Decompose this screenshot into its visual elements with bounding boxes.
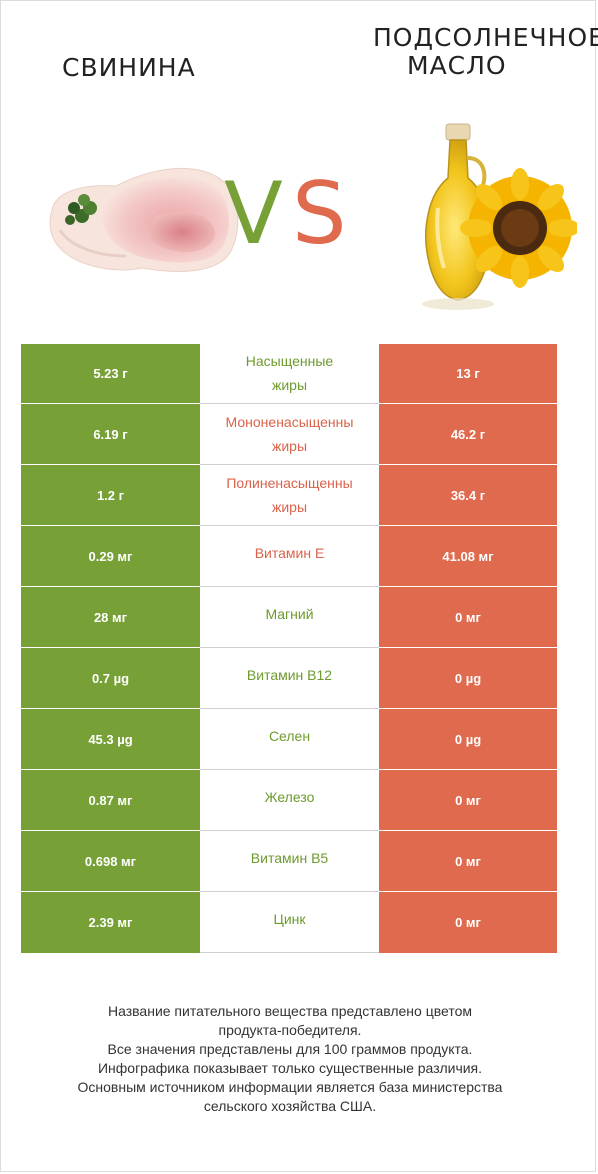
nutrient-name-cell: Витамин B12 xyxy=(200,647,379,709)
table-row: 2.39 мг Цинк 0 мг xyxy=(21,891,557,953)
right-product-title: ПОДСОЛНЕЧНОЕ МАСЛО xyxy=(373,24,598,80)
nutrient-name-cell: Витамин E xyxy=(200,525,379,587)
nutrient-name-cell: Полиненасыщенны жиры xyxy=(200,464,379,526)
footer-line: Инфографика показывает только существенн… xyxy=(97,1060,483,1076)
sunflower-oil-image xyxy=(412,118,580,318)
footer-line: продукта-победителя. xyxy=(218,1022,362,1038)
table-row: 0.29 мг Витамин E 41.08 мг xyxy=(21,525,557,587)
nutrient-name-cell: Селен xyxy=(200,708,379,770)
right-value-cell: 0 µg xyxy=(379,647,557,709)
table-row: 1.2 г Полиненасыщенны жиры 36.4 г xyxy=(21,464,557,526)
table-row: 0.698 мг Витамин B5 0 мг xyxy=(21,830,557,892)
table-row: 0.7 µg Витамин B12 0 µg xyxy=(21,647,557,709)
nutrient-name-line1: Железо xyxy=(264,789,315,805)
vs-letter-s: S xyxy=(292,164,347,264)
right-value-cell: 0 мг xyxy=(379,830,557,892)
table-row: 28 мг Магний 0 мг xyxy=(21,586,557,648)
right-value-cell: 41.08 мг xyxy=(379,525,557,587)
nutrient-name-cell: Цинк xyxy=(200,891,379,953)
nutrient-name-cell: Мононенасыщенны жиры xyxy=(200,403,379,465)
nutrient-name-cell: Железо xyxy=(200,769,379,831)
right-value-cell: 0 мг xyxy=(379,586,557,648)
nutrient-comparison-table: 5.23 г Насыщенные жиры 13 г 6.19 г Мононенасы… xyxy=(21,344,557,953)
right-title-line1: ПОДСОЛНЕЧНОЕ xyxy=(373,23,598,52)
nutrient-name-line1: Цинк xyxy=(273,911,306,927)
nutrient-name-line1: Селен xyxy=(268,728,311,744)
left-product-title: СВИНИНА xyxy=(62,53,196,82)
footer-line: Название питательного вещества представл… xyxy=(107,1003,473,1019)
right-value-cell: 46.2 г xyxy=(379,403,557,465)
nutrient-name-line1: Витамин B5 xyxy=(250,850,329,866)
nutrient-name-cell: Магний xyxy=(200,586,379,648)
table-row: 6.19 г Мононенасыщенны жиры 46.2 г xyxy=(21,403,557,465)
left-value-cell: 5.23 г xyxy=(21,344,200,404)
footer-line: сельского хозяйства США. xyxy=(203,1098,377,1114)
left-value-cell: 0.7 µg xyxy=(21,647,200,709)
right-value-cell: 0 µg xyxy=(379,708,557,770)
nutrient-name-cell: Витамин B5 xyxy=(200,830,379,892)
right-value-cell: 36.4 г xyxy=(379,464,557,526)
nutrient-name-cell: Насыщенные жиры xyxy=(200,344,379,404)
nutrient-name-line2: жиры xyxy=(271,377,308,393)
table-row: 0.87 мг Железо 0 мг xyxy=(21,769,557,831)
right-value-cell: 0 мг xyxy=(379,769,557,831)
nutrient-name-line1: Витамин E xyxy=(254,545,325,561)
left-value-cell: 28 мг xyxy=(21,586,200,648)
nutrient-name-line1: Насыщенные xyxy=(245,353,334,369)
left-value-cell: 0.29 мг xyxy=(21,525,200,587)
left-value-cell: 0.698 мг xyxy=(21,830,200,892)
footer-notes: Название питательного вещества представл… xyxy=(0,1002,580,1116)
nutrient-name-line2: жиры xyxy=(271,498,308,515)
left-value-cell: 6.19 г xyxy=(21,403,200,465)
vs-letter-v: V xyxy=(224,164,283,264)
left-value-cell: 45.3 µg xyxy=(21,708,200,770)
left-value-cell: 0.87 мг xyxy=(21,769,200,831)
footer-line: Основным источником информации является … xyxy=(77,1079,503,1095)
left-value-cell: 2.39 мг xyxy=(21,891,200,953)
table-row: 45.3 µg Селен 0 µg xyxy=(21,708,557,770)
right-value-cell: 13 г xyxy=(379,344,557,404)
nutrient-name-line1: Витамин B12 xyxy=(246,667,333,683)
pork-image xyxy=(46,150,246,280)
right-title-line2: МАСЛО xyxy=(407,51,507,80)
nutrient-name-line2: жиры xyxy=(271,437,308,454)
footer-line: Все значения представлены для 100 граммо… xyxy=(107,1041,473,1057)
nutrient-name-line1: Полиненасыщенны xyxy=(226,474,353,491)
nutrient-name-line1: Мононенасыщенны xyxy=(225,413,354,430)
nutrient-name-line1: Магний xyxy=(265,606,314,622)
table-row: 5.23 г Насыщенные жиры 13 г xyxy=(21,344,557,404)
right-value-cell: 0 мг xyxy=(379,891,557,953)
left-value-cell: 1.2 г xyxy=(21,464,200,526)
